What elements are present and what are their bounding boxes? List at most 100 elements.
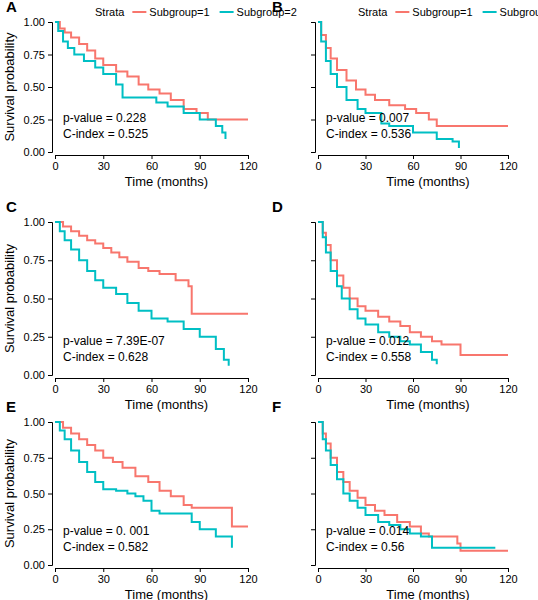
panel-label: F: [272, 398, 281, 415]
y-tick-mark: [48, 120, 52, 121]
y-tick-mark: [311, 222, 315, 223]
y-tick-label: 0.75: [24, 254, 45, 266]
y-tick-label: 0.50: [24, 488, 45, 500]
annotation: p-value = 7.39E-07: [63, 334, 165, 348]
y-tick-mark: [311, 422, 315, 423]
x-tick: 0: [52, 378, 58, 395]
x-tick-label: 30: [360, 160, 372, 172]
x-tick-mark: [103, 568, 104, 572]
y-tick-mark: [311, 337, 315, 338]
y-tick: 0.00: [24, 146, 52, 158]
x-tick-mark: [152, 155, 153, 159]
x-tick-mark: [200, 378, 201, 382]
legend: StrataSubgroup=1Subgroup=2: [95, 6, 297, 18]
x-tick-mark: [152, 568, 153, 572]
x-tick-label: 120: [239, 573, 257, 585]
y-tick: 1.00: [24, 216, 52, 228]
x-tick-label: 60: [407, 573, 419, 585]
legend-label: Subgroup=1: [412, 6, 472, 18]
x-tick-mark: [248, 155, 249, 159]
y-tick-label: 0.00: [24, 146, 45, 158]
x-tick-mark: [366, 155, 367, 159]
x-axis: 0306090120: [52, 378, 257, 395]
x-tick-label: 90: [194, 573, 206, 585]
y-tick-mark: [48, 422, 52, 423]
y-axis-line: [311, 23, 316, 153]
panel-label: C: [6, 198, 17, 215]
x-axis: 0306090120: [315, 155, 517, 172]
x-tick-mark: [200, 155, 201, 159]
x-tick-label: 0: [52, 383, 58, 395]
y-tick-mark: [48, 55, 52, 56]
y-tick: [311, 299, 315, 300]
legend-label: Subgroup=1: [149, 6, 209, 18]
x-tick: 120: [499, 568, 517, 585]
y-tick-mark: [311, 87, 315, 88]
x-axis-title: Time (months): [125, 397, 208, 412]
y-tick-label: 0.50: [24, 81, 45, 93]
panel-label: E: [6, 398, 16, 415]
x-tick-mark: [55, 378, 56, 382]
x-axis-title: Time (months): [125, 587, 208, 600]
annotation: C-index = 0.56: [326, 540, 405, 554]
x-tick-label: 60: [407, 383, 419, 395]
x-tick-label: 0: [52, 573, 58, 585]
y-tick-mark: [48, 87, 52, 88]
y-tick-label: 0.75: [24, 452, 45, 464]
plot-area: [55, 222, 248, 366]
x-tick: 0: [315, 378, 321, 395]
x-tick-mark: [461, 378, 462, 382]
y-tick: 0.25: [24, 523, 52, 535]
y-axis: [311, 423, 316, 566]
x-tick-mark: [318, 378, 319, 382]
x-tick-label: 30: [98, 573, 110, 585]
annotation: p-value = 0.228: [63, 111, 146, 125]
x-tick-label: 30: [360, 383, 372, 395]
legend: StrataSubgroup=1Subgroup=2: [358, 6, 538, 18]
x-tick-label: 120: [499, 383, 517, 395]
y-axis: 0.000.250.500.751.00: [24, 216, 53, 381]
survival-curve: [55, 22, 248, 120]
x-tick: 120: [239, 155, 257, 172]
y-tick-mark: [48, 458, 52, 459]
y-tick: 0.00: [24, 559, 52, 571]
y-axis-title: Survival probability: [2, 438, 17, 548]
y-tick: 1.00: [24, 16, 52, 28]
x-tick: 90: [194, 378, 206, 395]
x-tick: 30: [98, 378, 110, 395]
x-tick-mark: [461, 155, 462, 159]
annotation: C-index = 0.558: [326, 350, 411, 364]
panel: A03060901200.000.250.500.751.00Time (mon…: [2, 0, 297, 189]
x-tick-mark: [103, 155, 104, 159]
panel: D0306090120Time (months)p-value = 0.012C…: [272, 198, 518, 412]
x-tick-mark: [318, 155, 319, 159]
panel: F0306090120Time (months)p-value = 0.014C…: [272, 398, 518, 600]
x-tick: 60: [407, 568, 419, 585]
y-axis-title: Survival probability: [2, 32, 17, 142]
y-tick-mark: [311, 152, 315, 153]
y-axis: [311, 223, 316, 376]
y-tick-mark: [311, 120, 315, 121]
x-tick: 60: [146, 378, 158, 395]
panel: E03060901200.000.250.500.751.00Time (mon…: [2, 398, 258, 600]
x-tick-mark: [413, 568, 414, 572]
y-tick-mark: [311, 260, 315, 261]
y-tick: [311, 260, 315, 261]
y-tick: [311, 222, 315, 223]
y-tick: [311, 458, 315, 459]
x-tick-label: 60: [407, 160, 419, 172]
annotation: p-value = 0. 001: [63, 524, 150, 538]
x-tick-mark: [366, 378, 367, 382]
x-tick-mark: [508, 378, 509, 382]
y-tick-mark: [48, 529, 52, 530]
x-tick-label: 90: [194, 383, 206, 395]
x-tick-mark: [248, 568, 249, 572]
x-tick-mark: [366, 568, 367, 572]
x-tick: 0: [315, 155, 321, 172]
x-tick: 90: [455, 568, 467, 585]
x-tick: 120: [239, 568, 257, 585]
plot-area: [318, 422, 508, 551]
annotation: p-value = 0.012: [326, 334, 409, 348]
y-tick-label: 0.25: [24, 114, 45, 126]
x-tick-label: 120: [499, 160, 517, 172]
